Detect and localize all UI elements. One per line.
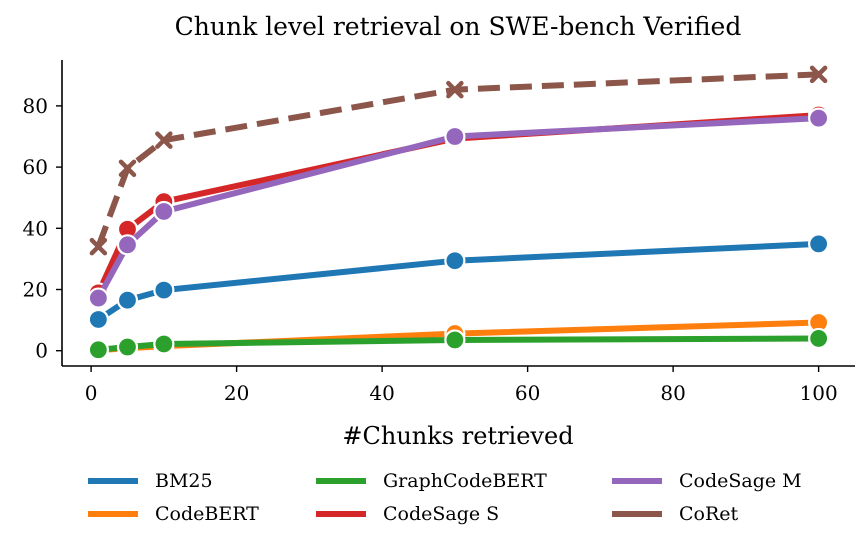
- chart-title: Chunk level retrieval on SWE-bench Verif…: [175, 12, 742, 41]
- data-point-graphcodebert: [808, 327, 830, 350]
- series-graphcodebert: [87, 327, 830, 361]
- y-tick-label: 60: [23, 155, 48, 179]
- data-point-graphcodebert: [444, 329, 466, 351]
- legend-item-codesage-m: CodeSage M: [612, 470, 802, 492]
- y-tick-label: 20: [23, 278, 48, 302]
- y-tick-label: 40: [23, 216, 48, 240]
- data-point-coret: [89, 237, 108, 256]
- data-point-bm25: [444, 250, 466, 272]
- legend-label: BM25: [155, 470, 213, 492]
- legend: BM25 CodeBERT GraphCodeBERT CodeSage S CodeS…: [88, 470, 802, 525]
- data-point-coret: [155, 131, 173, 149]
- legend-item-graphcodebert: GraphCodeBERT: [316, 470, 547, 492]
- data-point-graphcodebert: [116, 336, 139, 358]
- legend-item-codebert: CodeBERT: [88, 503, 259, 525]
- data-point-bm25: [153, 279, 175, 301]
- x-tick-label: 40: [369, 381, 394, 405]
- data-point-codesage-m: [116, 234, 139, 256]
- series-layer: [87, 65, 830, 361]
- legend-item-codesage-s: CodeSage S: [316, 503, 499, 525]
- data-point-coret: [809, 65, 828, 84]
- x-tick-label: 100: [800, 381, 838, 405]
- data-point-graphcodebert: [153, 333, 175, 355]
- x-tick-label: 60: [515, 381, 540, 405]
- series-bm25: [87, 233, 830, 331]
- legend-label: GraphCodeBERT: [383, 470, 547, 492]
- data-point-codesage-m: [444, 125, 466, 148]
- x-axis-label: #Chunks retrieved: [342, 422, 573, 450]
- data-point-codesage-m: [808, 107, 830, 129]
- data-point-coret: [118, 159, 137, 178]
- x-tick-label: 20: [224, 381, 249, 405]
- legend-item-coret: CoRet: [612, 503, 739, 525]
- legend-label: CoRet: [679, 503, 739, 525]
- data-point-bm25: [116, 289, 139, 311]
- y-tick-label: 0: [35, 339, 48, 363]
- data-point-coret: [446, 80, 464, 99]
- legend-item-bm25: BM25: [88, 470, 213, 492]
- series-line-coret: [95, 71, 819, 248]
- y-tick-label: 80: [23, 94, 48, 118]
- data-point-graphcodebert: [87, 339, 109, 361]
- legend-label: CodeBERT: [155, 503, 259, 525]
- legend-label: CodeSage S: [383, 503, 499, 525]
- legend-label: CodeSage M: [679, 470, 802, 492]
- data-point-codesage-m: [153, 200, 175, 223]
- axes: 0 20 40 60 80 100 0 20 40 60 80: [23, 60, 855, 405]
- series-codesage-m: [87, 107, 830, 309]
- x-tick-label: 80: [660, 381, 685, 405]
- data-point-codesage-m: [87, 287, 109, 309]
- data-point-bm25: [87, 308, 109, 331]
- data-point-bm25: [808, 233, 830, 255]
- series-coret: [89, 65, 828, 256]
- x-tick-label: 0: [85, 381, 98, 405]
